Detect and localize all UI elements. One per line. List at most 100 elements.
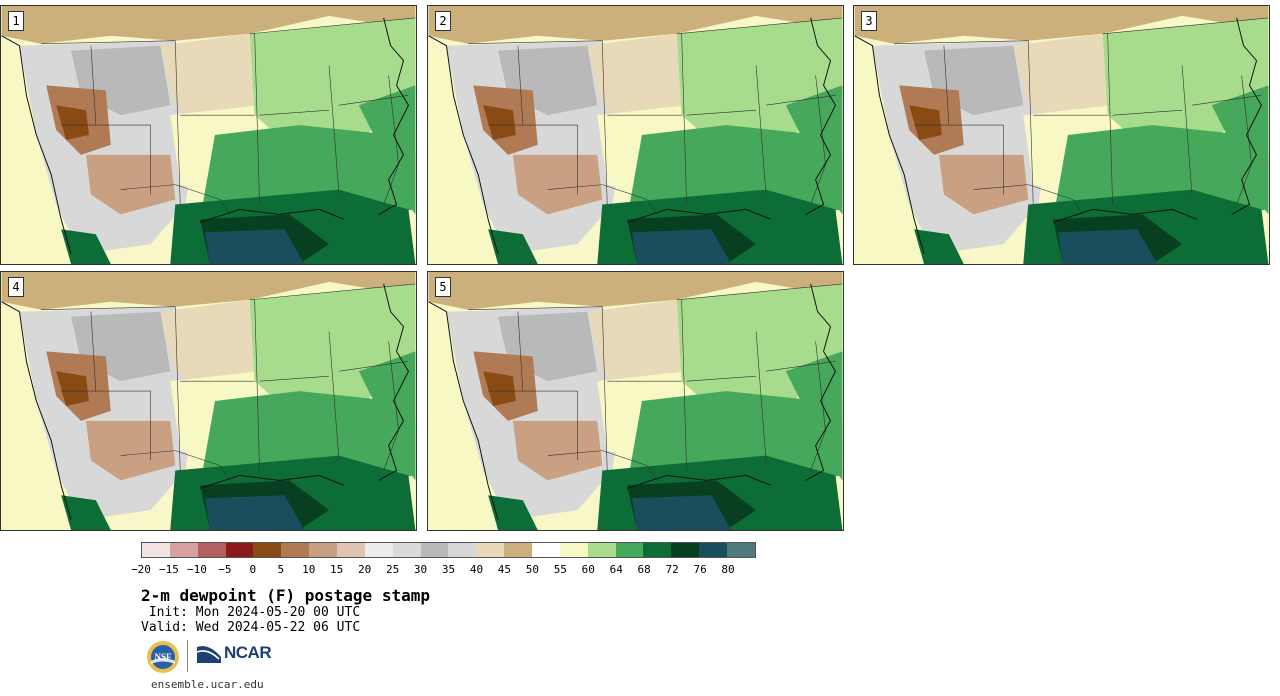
border-line <box>338 95 409 106</box>
border-line <box>249 283 416 301</box>
state-borders <box>468 17 843 215</box>
plains-tan-region <box>587 299 682 392</box>
colorbar-tick-label: −5 <box>218 563 232 576</box>
colorbar-tick-label: 55 <box>553 563 567 576</box>
colorbar-swatch <box>253 543 282 557</box>
canada-tan-region <box>854 6 1269 44</box>
colorbar-swatch <box>559 543 588 557</box>
border-line <box>686 109 757 116</box>
border-line <box>601 40 608 205</box>
basin-core-region <box>909 105 942 140</box>
border-line <box>120 450 176 456</box>
border-line <box>488 45 524 126</box>
basin-core-region <box>56 371 89 406</box>
border-line <box>468 306 603 311</box>
colorbar-swatch <box>476 543 505 557</box>
border-line <box>338 361 409 372</box>
site-url: ensemble.ucar.edu <box>151 678 264 691</box>
border-line <box>914 45 950 126</box>
panel-number-label: 5 <box>435 277 451 297</box>
colorbar-swatch <box>643 543 672 557</box>
border-line <box>488 311 524 392</box>
gulf-teal-region <box>1058 229 1158 264</box>
border-line <box>894 40 1029 45</box>
colorbar-tick-label: 25 <box>385 563 400 576</box>
colorbar-tick-label: 0 <box>249 563 257 576</box>
plains-tan-region <box>160 33 255 126</box>
border-line <box>522 390 578 461</box>
colorbar-tick-label: −10 <box>186 563 207 576</box>
colorbar-tick-label: 80 <box>721 563 735 576</box>
colorbar-swatch <box>504 543 533 557</box>
west-coastline <box>1 35 72 255</box>
east-coastline <box>1231 17 1263 215</box>
border-line <box>676 283 843 301</box>
plains-tan-region <box>587 33 682 126</box>
east-coastline <box>378 283 410 481</box>
border-line <box>681 33 687 205</box>
ncar-swoosh-icon <box>197 646 221 663</box>
border-line <box>602 184 658 215</box>
atlantic-green-region <box>785 85 843 215</box>
border-line <box>973 184 1029 190</box>
colorbar-swatch <box>337 543 365 557</box>
east-coastline <box>805 17 837 215</box>
pacific-yellow-region <box>1 35 81 264</box>
border-line <box>765 95 836 106</box>
west-coastline <box>854 35 925 255</box>
border-line <box>1107 33 1113 205</box>
border-line <box>1181 65 1193 195</box>
mexico-green-region <box>61 229 111 264</box>
border-line <box>95 390 151 461</box>
border-line <box>383 75 399 205</box>
east-coastline <box>378 17 410 215</box>
border-line <box>174 306 181 471</box>
border-line <box>259 375 330 382</box>
border-line <box>547 184 603 190</box>
border-line <box>468 40 603 45</box>
mexico-green-region <box>914 229 964 264</box>
colorbar-tick-label: 50 <box>525 563 539 576</box>
gulf-coastline <box>626 208 772 223</box>
colorbar-tick-label: 60 <box>581 563 595 576</box>
map-panel-3: 3 <box>853 5 1270 265</box>
panel-number-label: 4 <box>8 277 24 297</box>
basin-core-region <box>483 105 516 140</box>
border-line <box>765 361 836 372</box>
border-line <box>175 450 231 481</box>
border-line <box>328 331 340 461</box>
border-line <box>254 299 260 471</box>
dewpoint-map <box>1 6 416 264</box>
border-line <box>755 331 767 461</box>
atlantic-green-region <box>358 351 416 481</box>
border-line <box>41 306 176 311</box>
southwest-brown-region <box>85 420 176 481</box>
colorbar-tick-label: 15 <box>330 563 344 576</box>
pacific-yellow-region <box>1 301 81 530</box>
colorbar-swatch <box>142 543 170 557</box>
gulf-teal-region <box>632 495 732 530</box>
pacific-yellow-region <box>428 35 508 264</box>
colorbar-tick-label: −20 <box>131 563 151 576</box>
atlantic-green-region <box>358 85 416 215</box>
gulf-teal-region <box>205 495 305 530</box>
east-coastline <box>805 283 837 481</box>
dewpoint-map <box>854 6 1269 264</box>
mexico-green-region <box>488 229 538 264</box>
plains-tan-region <box>1013 33 1108 126</box>
border-line <box>120 184 176 190</box>
colorbar-tick-label: 30 <box>413 563 428 576</box>
border-line <box>1027 40 1034 205</box>
canada-tan-region <box>428 6 843 44</box>
canada-tan-region <box>1 272 416 310</box>
southwest-brown-region <box>512 154 603 215</box>
colorbar-swatch <box>420 543 449 557</box>
west-coastline <box>428 301 499 521</box>
colorbar-tick-label: 45 <box>497 563 512 576</box>
colorbar-swatch <box>532 543 560 557</box>
dewpoint-map <box>428 6 843 264</box>
pacific-yellow-region <box>428 301 508 530</box>
west-coastline <box>1 301 72 521</box>
border-line <box>175 184 231 215</box>
gulf-coastline <box>199 208 345 223</box>
